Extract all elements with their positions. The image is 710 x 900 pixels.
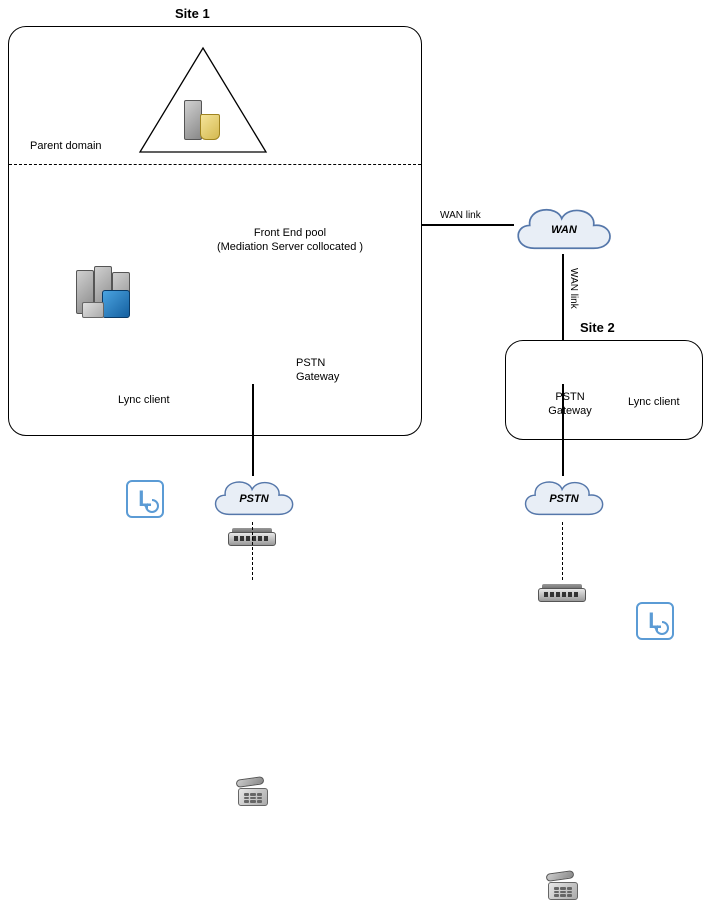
site2-container <box>505 340 703 440</box>
wanlink-h-label: WAN link <box>440 210 481 221</box>
link-pstn1-phone <box>252 522 253 580</box>
link-gw1-pstn <box>252 384 254 476</box>
lync-client-site1-icon: L <box>126 480 164 518</box>
lync-client-site1-label: Lync client <box>118 394 170 406</box>
site1-title: Site 1 <box>175 6 210 21</box>
front-end-pool-icon <box>72 260 152 340</box>
phone-site2-icon <box>546 870 580 900</box>
pstn-cloud-site2: PSTN <box>516 472 612 526</box>
gw2-l1: PSTN <box>555 391 584 403</box>
front-end-pool-label: Front End pool (Mediation Server colloca… <box>200 226 380 255</box>
link-gw2-pstn <box>562 384 564 476</box>
pstn-gateway-site2-label: PSTN Gateway <box>540 390 600 419</box>
site2-title: Site 2 <box>580 320 615 335</box>
lync-client-site2-icon: L <box>636 602 674 640</box>
pstn1-label: PSTN <box>206 493 302 505</box>
wan-label: WAN <box>506 224 622 236</box>
gw1-l2: Gateway <box>296 371 339 383</box>
pstn2-label: PSTN <box>516 493 612 505</box>
domain-controller-icon <box>178 96 228 146</box>
link-pstn2-phone <box>562 522 563 580</box>
gw1-l1: PSTN <box>296 357 325 369</box>
pstn-gateway-site2-icon <box>538 582 588 608</box>
pstn-gateway-site1-label: PSTN Gateway <box>296 356 356 385</box>
front-end-line2: (Mediation Server collocated ) <box>200 240 380 254</box>
gw2-l2: Gateway <box>548 405 591 417</box>
lync-client-site2-label: Lync client <box>628 396 680 408</box>
phone-site1-icon <box>236 776 270 806</box>
pstn-gateway-site1-icon <box>228 526 278 552</box>
pstn-cloud-site1: PSTN <box>206 472 302 526</box>
wanlink-v-label: WAN link <box>568 268 579 309</box>
parent-domain-label: Parent domain <box>30 140 102 152</box>
front-end-line1: Front End pool <box>200 226 380 240</box>
wan-cloud: WAN <box>506 198 622 262</box>
parent-domain-divider <box>9 164 421 165</box>
link-wan-site2 <box>562 254 564 340</box>
link-site1-wan <box>422 224 514 226</box>
